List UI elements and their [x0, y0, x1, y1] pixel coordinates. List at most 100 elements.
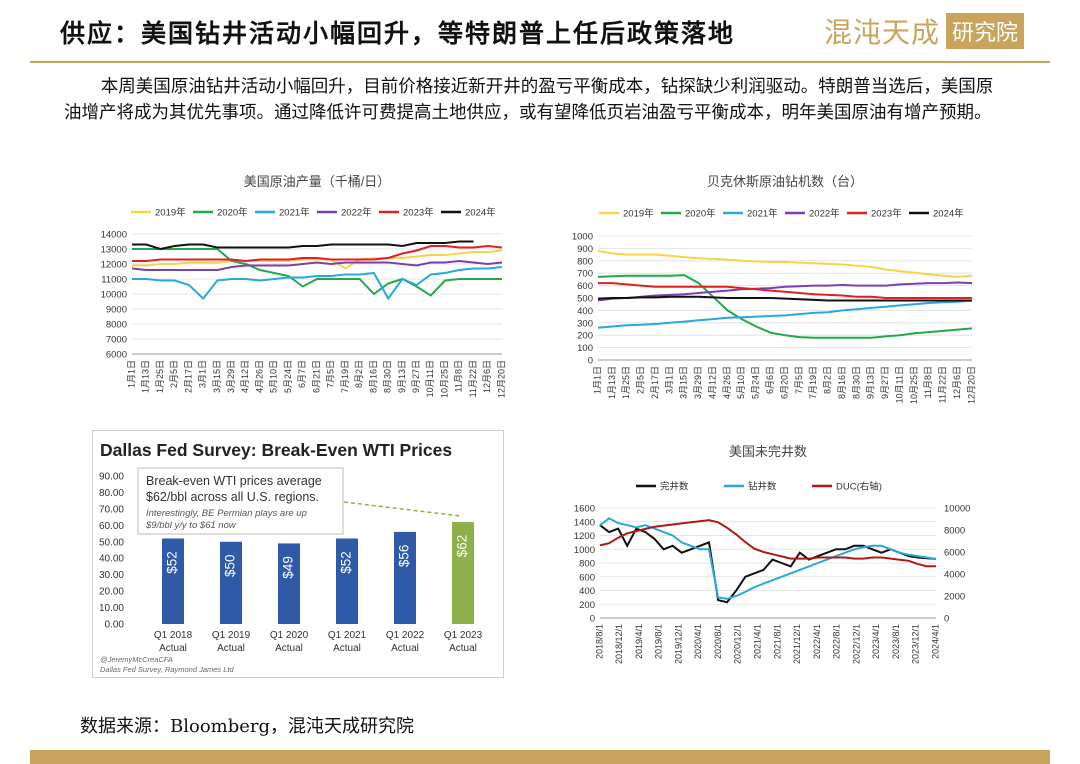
- production-chart: 美国原油产量（千桶/日） 2019年 2020年 2021年 2022年 2023年 202…: [101, 174, 507, 398]
- y-tick-label: 200: [579, 600, 595, 611]
- legend-label: 2023年: [871, 208, 902, 220]
- series-line: [132, 240, 474, 251]
- y-tick-label: 1400: [574, 517, 595, 528]
- x-tick-label: 2月17日: [650, 366, 660, 399]
- chart-title: 美国原油产量（千桶/日）: [244, 174, 391, 189]
- page-title: 供应：美国钻井活动小幅回升，等特朗普上任后政策落地: [60, 19, 736, 48]
- y-tick-label: 500: [577, 294, 593, 305]
- y-tick-label: 900: [577, 244, 593, 255]
- x-tick-label: 9月27日: [411, 360, 421, 393]
- series-line: [599, 519, 936, 568]
- y-tick-label: 400: [577, 306, 593, 317]
- x-tick-label: 7月19日: [340, 360, 350, 393]
- data-label: $52: [339, 551, 354, 574]
- legend-label: 2020年: [217, 207, 248, 219]
- x-tick-label: 11月22日: [468, 360, 478, 397]
- x-tick-label: 2021/8/1: [772, 624, 782, 659]
- y-tick-label: 50.00: [99, 537, 124, 548]
- credit-text: @JeremyMcCreaCFA: [100, 655, 173, 664]
- x-tick-label: 12月6日: [952, 366, 962, 399]
- x-tick-label: 10月25日: [909, 366, 919, 404]
- x-tick-label: Q1 2021: [328, 630, 367, 641]
- bar: [278, 543, 300, 624]
- series-line: [597, 274, 973, 339]
- legend-label: 钻井数: [748, 481, 777, 493]
- y-tick-label: 8000: [106, 320, 127, 331]
- legend-label: 2024年: [465, 207, 496, 219]
- x-tick-label: 7月5日: [794, 366, 804, 394]
- x-tick-label: 3月15日: [212, 360, 222, 393]
- x-tick-label: Actual: [333, 643, 361, 654]
- x-tick-label: 10月11日: [425, 360, 435, 397]
- legend-label: 2022年: [341, 207, 372, 219]
- x-tick-label: Q1 2020: [270, 630, 309, 641]
- legend-label: 2019年: [623, 208, 654, 220]
- series-line: [599, 524, 937, 604]
- x-tick-label: 2018/12/1: [614, 624, 624, 664]
- callout-text: $62/bbl across all U.S. regions.: [146, 490, 319, 504]
- x-tick-label: 6月7日: [297, 360, 307, 388]
- header-divider: [30, 61, 1050, 63]
- x-tick-label: 5月24日: [751, 366, 761, 399]
- x-tick-label: 5月24日: [283, 360, 293, 393]
- x-tick-label: 12月6日: [482, 360, 492, 393]
- x-tick-label: 8月30日: [383, 360, 393, 393]
- y-tick-label: 200: [577, 331, 593, 342]
- x-tick-label: 4月26日: [722, 366, 732, 399]
- header: 供应：美国钻井活动小幅回升，等特朗普上任后政策落地 混沌天成 研究院: [0, 0, 1080, 63]
- y-tick-label: 60.00: [99, 521, 124, 532]
- x-tick-label: 2020/12/1: [733, 624, 743, 664]
- y-tick-label: 800: [577, 256, 593, 267]
- y-tick-label: 1000: [574, 545, 595, 556]
- y-tick-label: 400: [579, 586, 595, 597]
- bar: [220, 541, 242, 624]
- x-tick-label: 2月17日: [183, 360, 193, 393]
- data-label: $62: [455, 535, 470, 558]
- y-tick-label: 12000: [101, 260, 127, 271]
- x-tick-label: 7月19日: [808, 366, 818, 399]
- x-tick-label: 11月8日: [923, 366, 933, 398]
- rig-count-chart: 贝克休斯原油钻机数（台） 2019年 2020年 2021年 2022年 2023年 202…: [572, 174, 977, 404]
- x-tick-label: Actual: [159, 643, 187, 654]
- x-tick-label: 2月5日: [636, 366, 646, 394]
- x-tick-label: 3月1日: [198, 360, 208, 388]
- x-tick-label: Q1 2022: [386, 630, 425, 641]
- legend-label: 2024年: [933, 208, 964, 220]
- logo-box: 研究院: [945, 13, 1024, 49]
- callout-subtext: Interestingly, BE Permian plays are up: [146, 508, 307, 519]
- x-tick-label: 3月29日: [693, 366, 703, 399]
- y-tick-label: 600: [577, 281, 593, 292]
- logo-text: 混沌天成: [823, 16, 940, 49]
- x-tick-label: 8月16日: [368, 360, 378, 393]
- x-tick-label: 3月1日: [664, 366, 674, 394]
- legend-label: 2022年: [809, 208, 840, 220]
- x-tick-label: 2020/8/1: [713, 624, 723, 659]
- x-tick-label: 12月20日: [966, 366, 976, 404]
- x-tick-label: 4月26日: [254, 360, 264, 393]
- legend-label: 2021年: [747, 208, 778, 220]
- series-line: [597, 281, 973, 302]
- x-tick-label: 8月2日: [354, 360, 364, 388]
- y-tick-label: 700: [577, 269, 593, 280]
- x-tick-label: 10月11日: [894, 366, 904, 403]
- data-label: $49: [281, 556, 296, 579]
- x-tick-label: 5月10日: [269, 360, 279, 393]
- y-tick-label: 9000: [106, 305, 127, 316]
- bar: [452, 522, 474, 624]
- bar: [394, 531, 416, 624]
- series-line: [132, 266, 503, 301]
- x-tick-label: 2019/8/1: [654, 624, 664, 659]
- x-tick-label: 2022/12/1: [851, 624, 861, 664]
- x-tick-label: 11月22日: [938, 366, 948, 403]
- x-tick-label: 7月5日: [326, 360, 336, 388]
- series-line: [132, 244, 503, 263]
- series-line: [597, 295, 972, 302]
- y-tick-label: 7000: [106, 335, 127, 346]
- x-tick-label: 4月12日: [240, 360, 250, 393]
- data-label: $50: [223, 555, 238, 578]
- x-tick-label: 1月25日: [621, 366, 631, 399]
- y-tick-label: 0.00: [105, 620, 125, 631]
- x-tick-label: 8月2日: [823, 366, 833, 394]
- x-tick-label: 2019/4/1: [634, 624, 644, 659]
